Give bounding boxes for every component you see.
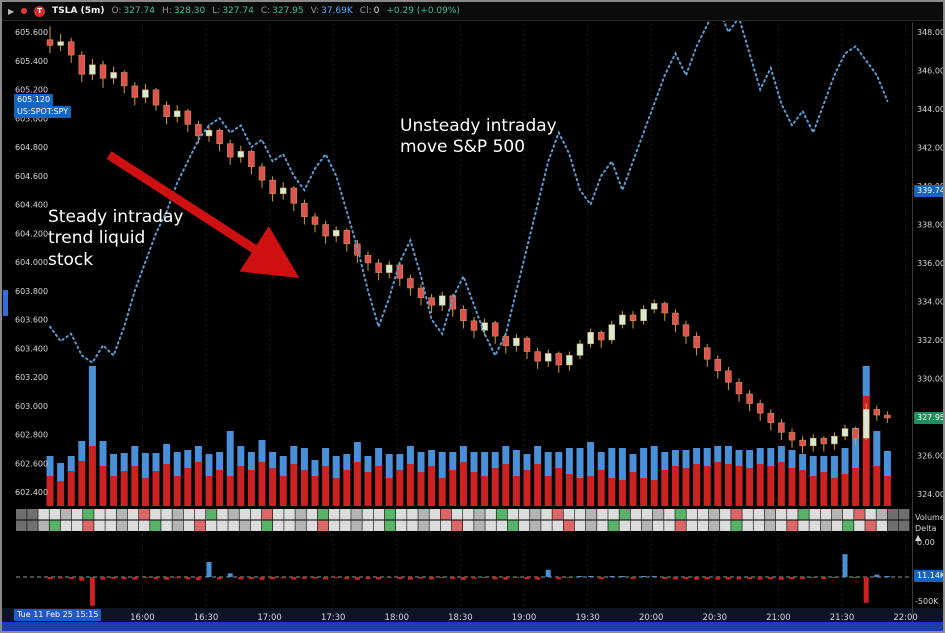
- open-readout: O: 327.74: [111, 6, 155, 16]
- high-readout: H: 328.30: [161, 6, 206, 16]
- svg-text:21:00: 21:00: [766, 613, 791, 623]
- svg-text:336.00: 336.00: [917, 259, 945, 268]
- svg-text:17:00: 17:00: [257, 613, 282, 623]
- svg-text:605.400: 605.400: [15, 57, 48, 66]
- left-scroll-marker[interactable]: [3, 290, 8, 316]
- spy-line: [49, 3, 889, 365]
- svg-text:344.00: 344.00: [917, 105, 945, 114]
- svg-text:602.600: 602.600: [15, 459, 48, 468]
- svg-text:330.00: 330.00: [917, 375, 945, 384]
- delta-axis-bottom-label: -500K: [915, 597, 939, 606]
- annotation-spx-text: Unsteady intraday move S&P 500: [400, 116, 557, 158]
- change-readout: +0.29 (+0.09%): [386, 6, 460, 16]
- spy-symbol-tag[interactable]: US:SPOT:SPY: [14, 106, 72, 118]
- symbol-toolbar: ▶ T TSLA (5m) O: 327.74 H: 328.30 L: 327.74…: [2, 2, 943, 21]
- svg-text:334.00: 334.00: [917, 298, 945, 307]
- svg-text:603.400: 603.400: [15, 344, 48, 353]
- price-axis-left: 605.600 605.400 605.200 605.000 604.800 604.6…: [15, 28, 48, 497]
- volume-pane-label: Volume: [915, 513, 945, 522]
- svg-text:338.00: 338.00: [917, 221, 945, 230]
- delta-value-badge: 11.14K: [914, 570, 943, 582]
- svg-text:605.200: 605.200: [15, 86, 48, 95]
- svg-text:604.600: 604.600: [15, 172, 48, 181]
- svg-text:22:00: 22:00: [893, 613, 918, 623]
- svg-text:342.00: 342.00: [917, 144, 945, 153]
- spy-price-badge: 605.120: [14, 94, 54, 106]
- low-readout: L: 327.74: [212, 6, 254, 16]
- symbol-label[interactable]: TSLA (5m): [52, 6, 105, 16]
- time-axis: 16:00 16:30 17:00 17:30 18:00 18:30 19:00 19:30…: [130, 613, 918, 623]
- price-axis-right: 348.00346.00344.00342.00340.00338.00336.…: [917, 28, 945, 499]
- svg-text:604.000: 604.000: [15, 258, 48, 267]
- svg-text:19:00: 19:00: [512, 613, 537, 623]
- annotation-arrow: [106, 151, 300, 279]
- svg-text:16:00: 16:00: [130, 613, 155, 623]
- right-blue-price-badge: 339.74: [914, 185, 943, 197]
- svg-text:18:00: 18:00: [385, 613, 410, 623]
- volume-readout: V: 37.69K: [310, 6, 353, 16]
- heatmap-strip: [16, 509, 910, 531]
- svg-text:17:30: 17:30: [321, 613, 346, 623]
- delta-series: [16, 554, 910, 606]
- svg-text:348.00: 348.00: [917, 28, 945, 37]
- annotation-tsla-text: Steady intraday trend liquid stock: [48, 207, 184, 270]
- svg-text:18:30: 18:30: [448, 613, 473, 623]
- svg-text:603.800: 603.800: [15, 287, 48, 296]
- svg-text:603.600: 603.600: [15, 316, 48, 325]
- timestamp-badge: Tue 11 Feb 25 15:15: [14, 609, 102, 621]
- svg-text:332.00: 332.00: [917, 336, 945, 345]
- svg-text:346.00: 346.00: [917, 67, 945, 76]
- tesla-logo-icon: T: [34, 5, 46, 17]
- svg-text:604.400: 604.400: [15, 201, 48, 210]
- svg-text:16:30: 16:30: [194, 613, 219, 623]
- svg-text:326.00: 326.00: [917, 452, 945, 461]
- chevron-right-icon[interactable]: ▶: [8, 6, 15, 16]
- window-bottom-border: [2, 622, 943, 631]
- delta-pane-label: Delta ▲: [915, 524, 937, 542]
- svg-text:603.000: 603.000: [15, 402, 48, 411]
- svg-text:603.200: 603.200: [15, 373, 48, 382]
- close-readout: C: 327.95: [260, 6, 304, 16]
- delta-axis-zero-label: 0.00: [917, 538, 935, 547]
- svg-text:21:30: 21:30: [830, 613, 855, 623]
- svg-text:605.000: 605.000: [15, 114, 48, 123]
- cl-readout: Cl: 0: [359, 6, 380, 16]
- svg-text:20:00: 20:00: [639, 613, 664, 623]
- volume-series: [46, 366, 891, 506]
- svg-text:19:30: 19:30: [575, 613, 600, 623]
- svg-text:602.400: 602.400: [15, 488, 48, 497]
- svg-text:604.200: 604.200: [15, 229, 48, 238]
- svg-text:605.600: 605.600: [15, 28, 48, 37]
- last-price-badge: 327.95: [914, 412, 943, 424]
- time-axis-bar: [2, 608, 943, 626]
- status-dot-icon: [21, 8, 28, 14]
- candlestick-series: [46, 26, 891, 454]
- svg-text:20:30: 20:30: [703, 613, 728, 623]
- svg-text:602.800: 602.800: [15, 431, 48, 440]
- svg-text:324.00: 324.00: [917, 490, 945, 499]
- svg-text:604.800: 604.800: [15, 143, 48, 152]
